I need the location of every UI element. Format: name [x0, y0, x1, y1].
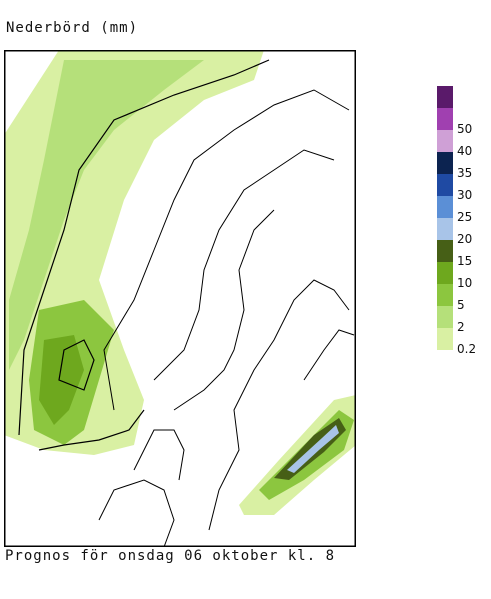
legend-swatch	[437, 306, 453, 328]
map-title: Nederbörd (mm)	[6, 20, 139, 36]
legend-swatch	[437, 86, 453, 108]
legend-label: 10	[457, 276, 473, 290]
legend-swatch	[437, 108, 453, 130]
legend-label: 2	[457, 320, 465, 334]
legend-label: 50	[457, 122, 473, 136]
legend-swatch	[437, 196, 453, 218]
legend-label: 35	[457, 166, 473, 180]
legend-swatch	[437, 152, 453, 174]
legend-label: 25	[457, 210, 473, 224]
precip-field-baltic	[239, 395, 356, 515]
precip-field-west	[4, 50, 264, 455]
coastlines	[98, 89, 355, 547]
legend-label: 20	[457, 232, 473, 246]
legend-label: 40	[457, 144, 473, 158]
legend-label: 0.2	[457, 342, 477, 356]
precipitation-map	[4, 50, 356, 547]
legend-swatch	[437, 130, 453, 152]
legend-swatch	[437, 262, 453, 284]
legend-label: 30	[457, 188, 473, 202]
legend-label: 15	[457, 254, 473, 268]
legend-label: 5	[457, 298, 465, 312]
precip-very-heavy-baltic	[287, 425, 339, 473]
isolines	[18, 59, 270, 451]
forecast-caption: Prognos för onsdag 06 oktober kl. 8	[5, 548, 336, 564]
legend-swatch	[437, 240, 453, 262]
legend-swatch	[437, 284, 453, 306]
legend-swatch	[437, 174, 453, 196]
map-frame	[4, 50, 356, 547]
legend-swatch	[437, 328, 453, 350]
precip-coast-core	[39, 335, 84, 425]
legend-swatch	[437, 218, 453, 240]
precip-moderate-west	[9, 60, 204, 370]
